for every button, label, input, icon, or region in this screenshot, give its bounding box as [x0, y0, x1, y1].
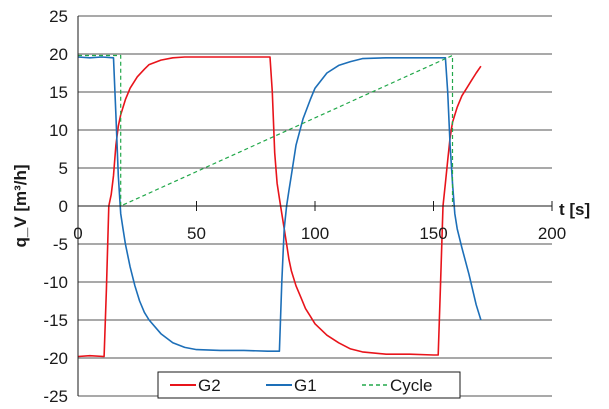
x-tick-label: 0	[73, 224, 82, 243]
y-tick-label: 10	[49, 121, 68, 140]
y-tick-labels: 25 20 15 10 5 0 -5 -10 -15 -20 -25	[43, 7, 68, 406]
y-tick-label: 15	[49, 83, 68, 102]
y-tick-label: -10	[43, 273, 68, 292]
y-tick-label: -15	[43, 311, 68, 330]
x-tick-labels: 0 50 100 150 200	[73, 224, 566, 243]
legend-label-g1: G1	[294, 376, 317, 395]
y-axis-title: q_V [m³/h]	[11, 164, 30, 247]
x-tick-label: 100	[301, 224, 329, 243]
legend: G2 G1 Cycle	[157, 371, 461, 399]
y-tick-label: 25	[49, 7, 68, 26]
x-tick-label: 50	[187, 224, 206, 243]
x-tick-label: 150	[419, 224, 447, 243]
y-tick-label: -5	[53, 235, 68, 254]
series-line-g1	[77, 56, 482, 352]
legend-label-cycle: Cycle	[390, 376, 433, 395]
x-tick-label: 200	[538, 224, 566, 243]
y-tick-label: 20	[49, 45, 68, 64]
series-lines	[77, 54, 482, 358]
x-axis-title: t [s]	[559, 200, 590, 219]
y-tick-label: 0	[59, 197, 68, 216]
series-line-cycle	[78, 54, 454, 207]
axes	[77, 16, 553, 396]
y-tick-label: -25	[43, 387, 68, 406]
legend-box	[157, 371, 461, 399]
y-tick-label: 5	[59, 159, 68, 178]
series-line-g2	[77, 56, 482, 358]
y-tick-label: -20	[43, 349, 68, 368]
legend-label-g2: G2	[198, 376, 221, 395]
